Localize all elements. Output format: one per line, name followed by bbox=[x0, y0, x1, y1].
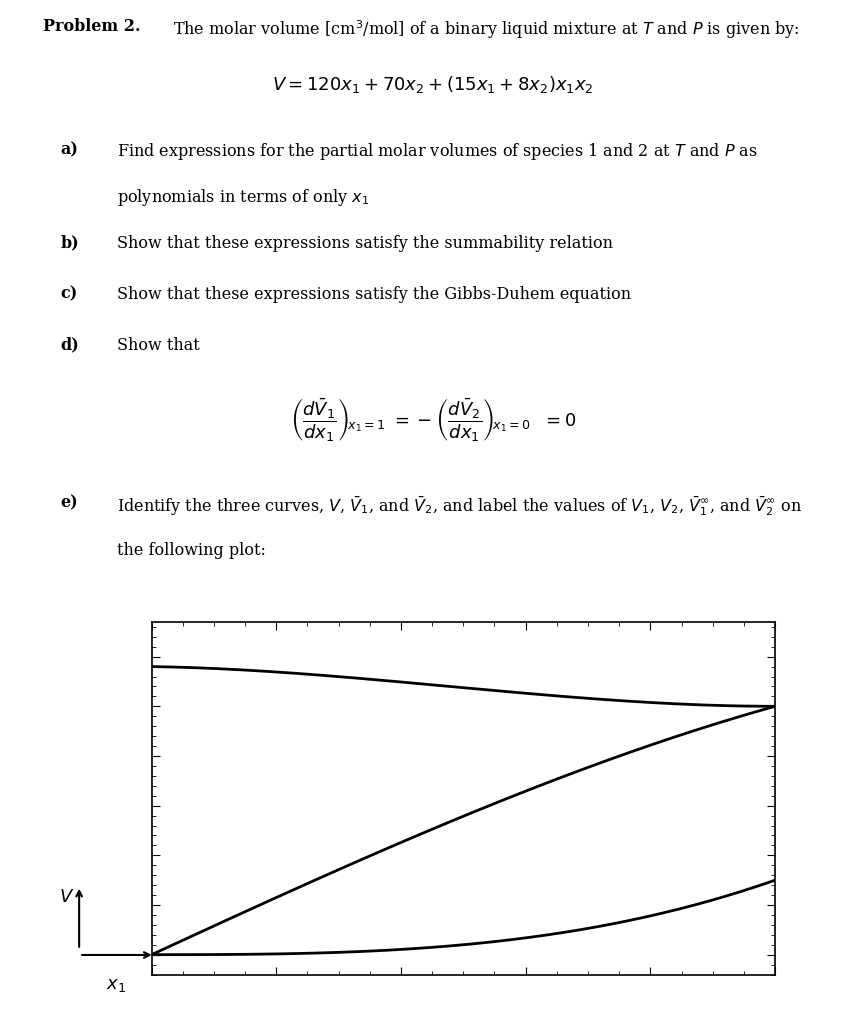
Text: b): b) bbox=[61, 234, 80, 252]
Text: The molar volume [cm$^3$/mol] of a binary liquid mixture at $T$ and $P$ is given: The molar volume [cm$^3$/mol] of a binar… bbox=[173, 18, 799, 41]
Text: the following plot:: the following plot: bbox=[117, 542, 266, 559]
Text: a): a) bbox=[61, 141, 79, 159]
Text: polynomials in terms of only $x_1$: polynomials in terms of only $x_1$ bbox=[117, 187, 369, 209]
Text: $V$: $V$ bbox=[59, 889, 74, 906]
Text: Show that these expressions satisfy the summability relation: Show that these expressions satisfy the … bbox=[117, 234, 613, 252]
Text: Find expressions for the partial molar volumes of species 1 and 2 at $T$ and $P$: Find expressions for the partial molar v… bbox=[117, 141, 758, 163]
Text: Show that these expressions satisfy the Gibbs-Duhem equation: Show that these expressions satisfy the … bbox=[117, 286, 631, 303]
Text: d): d) bbox=[61, 337, 80, 353]
Text: $\left(\dfrac{d\bar{V}_1}{dx_1}\right)_{\!x_1=1}$$\ = -\left(\dfrac{d\bar{V}_2}{: $\left(\dfrac{d\bar{V}_1}{dx_1}\right)_{… bbox=[290, 396, 576, 443]
Text: $V = 120x_1 + 70x_2 + (15x_1 + 8x_2)x_1x_2$: $V = 120x_1 + 70x_2 + (15x_1 + 8x_2)x_1x… bbox=[272, 74, 594, 95]
Text: $x_1$: $x_1$ bbox=[107, 976, 126, 994]
Text: e): e) bbox=[61, 495, 78, 512]
Text: Problem 2.: Problem 2. bbox=[43, 18, 141, 36]
Text: c): c) bbox=[61, 286, 78, 303]
Text: Identify the three curves, $V$, $\bar{V}_1$, and $\bar{V}_2$, and label the valu: Identify the three curves, $V$, $\bar{V}… bbox=[117, 495, 802, 518]
Text: Show that: Show that bbox=[117, 337, 200, 353]
